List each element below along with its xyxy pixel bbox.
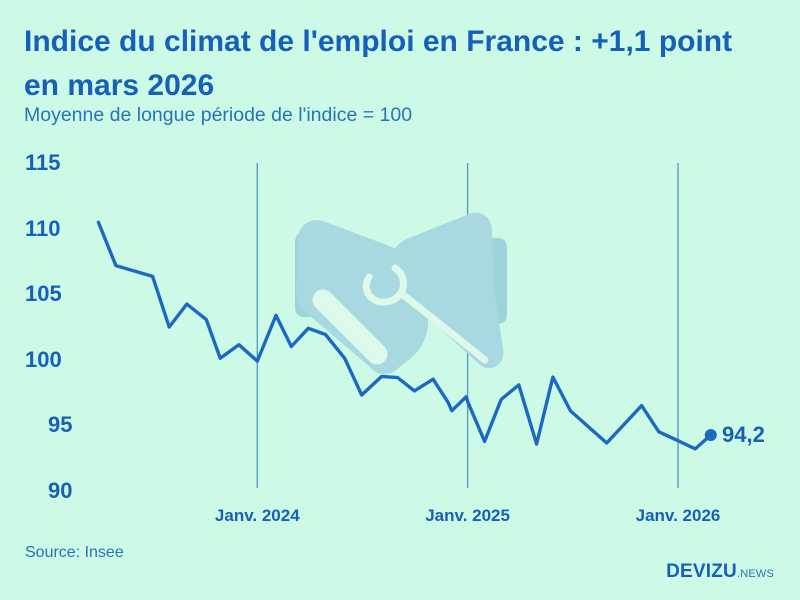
svg-text:110: 110 <box>25 216 61 241</box>
svg-text:94,2: 94,2 <box>722 422 765 447</box>
svg-text:Janv. 2026: Janv. 2026 <box>636 506 721 525</box>
svg-text:Janv. 2024: Janv. 2024 <box>215 506 300 525</box>
svg-text:90: 90 <box>48 478 72 503</box>
svg-text:100: 100 <box>25 347 62 372</box>
svg-text:Janv. 2025: Janv. 2025 <box>425 506 510 525</box>
svg-text:115: 115 <box>25 150 61 175</box>
svg-text:105: 105 <box>25 281 62 306</box>
svg-text:95: 95 <box>48 412 72 437</box>
